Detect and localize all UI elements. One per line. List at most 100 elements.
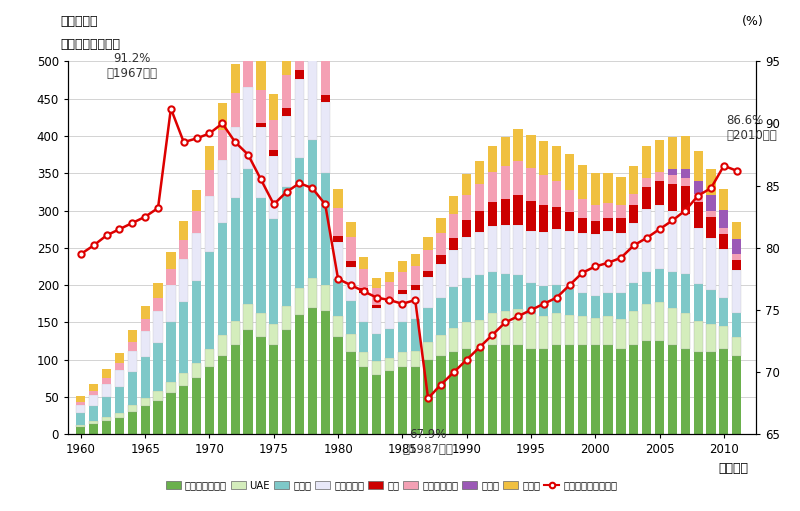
Bar [526, 283, 535, 314]
Bar [526, 349, 535, 434]
Bar [514, 225, 522, 275]
Bar [449, 329, 458, 352]
Bar [218, 130, 227, 160]
Bar [321, 95, 330, 102]
Bar [603, 345, 613, 434]
Bar [385, 358, 394, 371]
Bar [603, 173, 613, 203]
Bar [308, 140, 317, 277]
Bar [410, 367, 420, 434]
Bar [269, 94, 278, 120]
Bar [706, 170, 716, 195]
Bar [128, 351, 137, 371]
Bar [282, 306, 291, 330]
Bar [205, 196, 214, 252]
Bar [462, 220, 471, 237]
Bar [410, 285, 420, 290]
Bar [295, 288, 304, 315]
Bar [694, 151, 702, 181]
Bar [269, 324, 278, 345]
Bar [526, 135, 535, 168]
Bar [552, 345, 562, 434]
Bar [321, 102, 330, 173]
Bar [76, 427, 86, 434]
Bar [514, 345, 522, 434]
Bar [89, 421, 98, 424]
Legend: サウジアラビア, UAE, イラン, その他中東, 中国, インドネシア, ロシア, その他, 中東依存度（右軸）: サウジアラビア, UAE, イラン, その他中東, 中国, インドネシア, ロシ… [162, 477, 621, 495]
Bar [346, 261, 355, 267]
Bar [308, 45, 317, 54]
Bar [115, 363, 124, 370]
Bar [694, 228, 702, 284]
Bar [694, 181, 702, 194]
Bar [668, 308, 677, 345]
Bar [334, 207, 342, 236]
Bar [423, 238, 433, 250]
Bar [295, 71, 304, 79]
Bar [514, 309, 522, 345]
Bar [655, 181, 664, 205]
Bar [230, 345, 240, 434]
Bar [346, 301, 355, 334]
Bar [128, 342, 137, 351]
Bar [372, 288, 382, 305]
Bar [681, 169, 690, 178]
Bar [308, 277, 317, 308]
Bar [501, 166, 510, 199]
Bar [630, 311, 638, 345]
Bar [385, 298, 394, 303]
Bar [668, 345, 677, 434]
Bar [475, 349, 484, 434]
Bar [630, 283, 638, 311]
Bar [706, 324, 716, 352]
Bar [694, 352, 702, 434]
Bar [732, 222, 742, 239]
Bar [89, 424, 98, 434]
Bar [179, 221, 188, 240]
Bar [128, 405, 137, 412]
Bar [269, 120, 278, 150]
Bar [655, 173, 664, 181]
Bar [359, 269, 369, 288]
Bar [732, 337, 742, 356]
Bar [488, 173, 497, 202]
Bar [565, 345, 574, 434]
Bar [321, 173, 330, 285]
Bar [192, 211, 202, 233]
Bar [565, 230, 574, 289]
Bar [192, 233, 202, 282]
Bar [359, 288, 369, 293]
Bar [565, 212, 574, 230]
Bar [423, 271, 433, 277]
Bar [256, 313, 266, 337]
Bar [552, 207, 562, 229]
Bar [642, 304, 651, 341]
Bar [115, 370, 124, 387]
Text: 86.6%
（2010年）: 86.6% （2010年） [726, 114, 777, 142]
Bar [385, 303, 394, 329]
Bar [616, 293, 626, 319]
Bar [359, 257, 369, 269]
Bar [449, 214, 458, 238]
Bar [218, 103, 227, 130]
Bar [321, 31, 330, 59]
Bar [436, 218, 446, 233]
Bar [501, 311, 510, 345]
Bar [603, 231, 613, 293]
Bar [552, 285, 562, 313]
Bar [475, 320, 484, 349]
Bar [256, 337, 266, 434]
Bar [719, 189, 729, 210]
Bar [501, 199, 510, 225]
Bar [668, 175, 677, 184]
Bar [385, 272, 394, 282]
Bar [590, 318, 600, 345]
Bar [141, 406, 150, 434]
Bar [166, 269, 175, 285]
Bar [603, 203, 613, 218]
Bar [603, 316, 613, 345]
Bar [154, 311, 162, 342]
Bar [334, 242, 342, 279]
Bar [166, 393, 175, 434]
Bar [514, 160, 522, 195]
